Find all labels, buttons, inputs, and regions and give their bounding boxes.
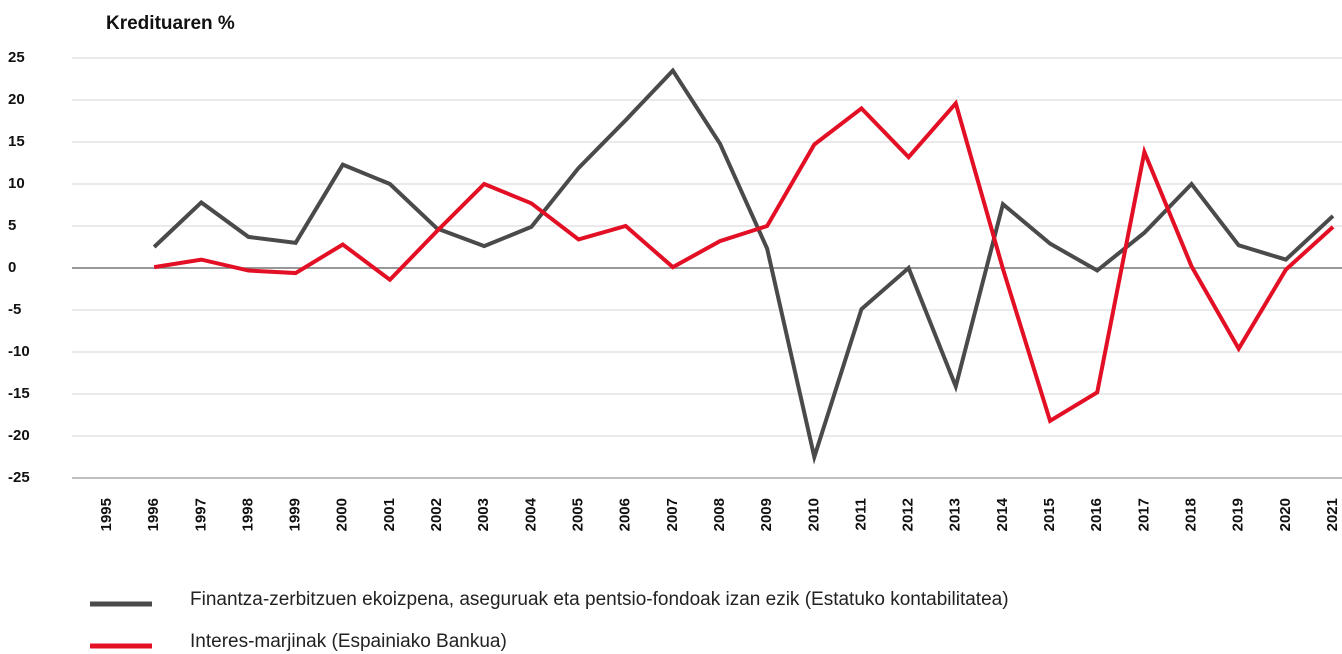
y-tick-label: 5 xyxy=(8,217,16,234)
x-tick-label: 2013 xyxy=(947,498,964,531)
x-tick-label: 2014 xyxy=(994,497,1011,531)
x-tick-label: 2006 xyxy=(617,498,634,531)
x-tick-label: 2010 xyxy=(805,498,822,531)
x-tick-label: 1999 xyxy=(287,498,304,531)
x-tick-label: 1995 xyxy=(98,498,115,531)
x-tick-label: 1998 xyxy=(239,498,256,531)
x-tick-label: 2000 xyxy=(334,498,351,531)
x-tick-label: 2021 xyxy=(1324,498,1341,531)
x-tick-label: 2004 xyxy=(522,497,539,531)
x-tick-label: 2002 xyxy=(428,498,445,531)
x-tick-label: 2020 xyxy=(1277,498,1294,531)
x-tick-label: 2012 xyxy=(900,498,917,531)
y-tick-label: -15 xyxy=(8,385,30,402)
y-tick-label: 20 xyxy=(8,91,25,108)
x-tick-label: 1996 xyxy=(145,498,162,531)
x-tick-label: 2003 xyxy=(475,498,492,531)
x-tick-label: 1997 xyxy=(192,498,209,531)
y-tick-label: -5 xyxy=(8,301,21,318)
y-tick-label: 10 xyxy=(8,175,25,192)
legend-label: Interes-marjinak (Espainiako Bankua) xyxy=(190,631,507,652)
y-axis-label: Kredituaren % xyxy=(106,13,235,34)
series-line xyxy=(152,67,1335,465)
x-tick-label: 2001 xyxy=(381,498,398,531)
y-tick-label: 15 xyxy=(8,133,25,150)
x-tick-label: 2018 xyxy=(1183,498,1200,531)
y-tick-label: -20 xyxy=(8,427,30,444)
x-tick-label: 2019 xyxy=(1230,498,1247,531)
series-line xyxy=(153,99,1335,424)
x-tick-label: 2007 xyxy=(664,498,681,531)
x-tick-label: 2009 xyxy=(758,498,775,531)
x-tick-label: 2017 xyxy=(1135,498,1152,531)
x-tick-label: 2015 xyxy=(1041,498,1058,531)
x-tick-label: 2016 xyxy=(1088,498,1105,531)
y-tick-label: 25 xyxy=(8,49,25,66)
y-tick-label: 0 xyxy=(8,259,16,276)
x-tick-label: 2011 xyxy=(852,498,869,531)
y-tick-label: -25 xyxy=(8,469,30,486)
x-tick-label: 2008 xyxy=(711,498,728,531)
x-tick-label: 2005 xyxy=(570,498,587,531)
y-tick-label: -10 xyxy=(8,343,30,360)
legend-label: Finantza-zerbitzuen ekoizpena, aseguruak… xyxy=(190,589,1009,610)
